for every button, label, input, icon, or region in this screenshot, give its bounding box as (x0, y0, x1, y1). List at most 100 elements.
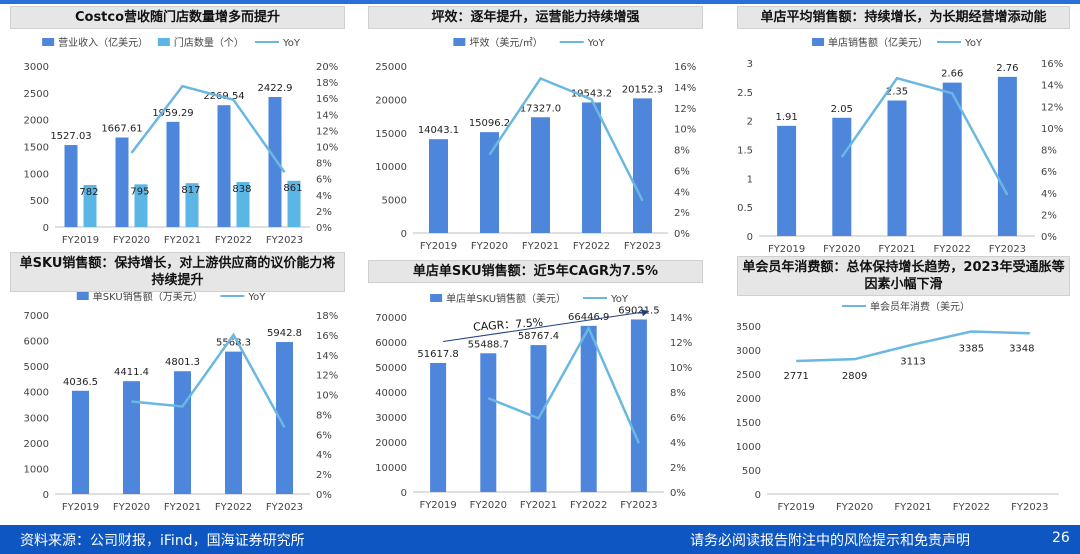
legend-label: YoY (610, 294, 629, 305)
bar (72, 390, 89, 494)
bar (582, 102, 601, 234)
y2-tick-label: 2% (316, 470, 332, 481)
yoy-line (131, 332, 286, 428)
y2-tick-label: 12% (670, 338, 692, 349)
x-tick-label: FY2023 (620, 500, 657, 511)
data-label: 5942.8 (267, 328, 302, 339)
panel-member-spend: 单会员年消费额：总体保持增长趋势，2023年受通胀等因素小幅下滑 0 500 100… (736, 252, 1070, 522)
x-tick-label: FY2023 (1011, 502, 1048, 513)
y2-tick-label: 2% (316, 207, 332, 218)
x-tick-label: FY2020 (113, 502, 150, 513)
y2-tick-label: 4% (674, 187, 690, 198)
y2-tick-label: 8% (670, 388, 686, 399)
y-tick-label: 25000 (375, 62, 407, 73)
bar (997, 76, 1017, 236)
legend-label: YoY (282, 38, 301, 49)
x-tick-label: FY2023 (989, 244, 1026, 252)
y-tick-label: 0.5 (737, 203, 753, 214)
data-label: 2.66 (941, 69, 963, 80)
x-tick-label: FY2021 (520, 500, 557, 511)
data-label: 58767.4 (518, 331, 559, 342)
y2-tick-label: 6% (316, 430, 332, 441)
y-tick-label: 1000 (24, 169, 49, 180)
x-tick-label: FY2019 (62, 502, 99, 513)
y-tick-label: 0 (755, 490, 761, 501)
data-label: 17327.0 (520, 103, 561, 114)
y2-tick-label: 2% (670, 463, 686, 474)
x-tick-label: FY2021 (164, 502, 201, 513)
chart-revenue-stores: 0 500 1000 1500 2000 2500 3000 0% 2% 4% 6% 8% 10% 12%… (24, 36, 339, 246)
y-tick-label: 3000 (24, 62, 49, 73)
y-tick-label: 2000 (24, 439, 49, 450)
bar (480, 353, 497, 492)
chart-title: 单SKU销售额：保持增长，对上游供应商的议价能力将持续提升 (10, 252, 345, 292)
y-tick-label: 0 (43, 223, 49, 234)
legend-label: 单SKU销售额（万美元） (93, 290, 203, 303)
y-tick-label: 15000 (375, 129, 407, 140)
data-label: 19543.2 (571, 88, 612, 99)
legend-bar-marker (157, 38, 170, 46)
y-tick-label: 40000 (375, 388, 407, 399)
bar (942, 82, 962, 237)
data-label: 2.76 (996, 63, 1018, 74)
y-tick-label: 60000 (375, 338, 407, 349)
y2-tick-label: 10% (674, 125, 696, 136)
bar (633, 98, 652, 234)
y2-tick-label: 16% (674, 62, 696, 73)
x-tick-label: FY2022 (215, 235, 252, 246)
yoy-line (488, 76, 644, 202)
chart-sales-per-store: 0 0.5 1 1.5 2 2.5 3 0% 2% 4% 6% 8% 10% 12% 14% 16% FY201… (737, 36, 1063, 255)
bar (64, 145, 78, 227)
y2-tick-label: 4% (316, 191, 332, 202)
y2-tick-label: 10% (316, 143, 338, 154)
x-tick-label: FY2020 (113, 235, 150, 246)
x-tick-label: FY2023 (266, 235, 303, 246)
y-tick-label: 2000 (737, 394, 761, 405)
yoy-line (796, 330, 1030, 363)
y-tick-label: 5000 (24, 362, 49, 373)
data-label: 20152.3 (622, 84, 663, 95)
y2-tick-label: 0% (316, 223, 332, 234)
bar (531, 117, 550, 233)
disclaimer-note: 请务必阅读报告附注中的风险提示和免责声明 (690, 533, 970, 549)
bar (123, 381, 140, 494)
data-label: 4036.5 (63, 377, 98, 388)
bar (777, 125, 797, 236)
data-label: 861 (283, 183, 302, 194)
x-tick-label: FY2021 (878, 244, 915, 252)
y-tick-label: 0 (401, 229, 407, 240)
legend-bar-marker (453, 38, 466, 46)
legend-label: 单店单SKU销售额（美元） (446, 292, 566, 305)
y2-tick-label: 6% (674, 166, 690, 177)
data-label: 55488.7 (468, 339, 509, 350)
y2-tick-label: 4% (316, 450, 332, 461)
cagr-arrow-head (640, 309, 649, 317)
y2-tick-label: 6% (1041, 167, 1057, 178)
y-tick-label: 1 (747, 174, 753, 185)
legend-label: 单会员年消费（美元） (870, 300, 970, 313)
y-tick-label: 7000 (24, 311, 49, 322)
data-label: 3348 (1009, 343, 1034, 354)
data-label: 51617.8 (417, 349, 458, 360)
x-tick-label: FY2022 (215, 502, 252, 513)
bar (580, 325, 597, 492)
y2-tick-label: 4% (1041, 189, 1057, 200)
y-tick-label: 1500 (737, 418, 761, 429)
data-label: 14043.1 (418, 125, 459, 136)
x-tick-label: FY2020 (471, 241, 508, 252)
y-tick-label: 50000 (375, 363, 407, 374)
y2-tick-label: 8% (674, 146, 690, 157)
y-tick-label: 1500 (24, 143, 49, 154)
panel-store-sku-sales: 单店单SKU销售额：近5年CAGR为7.5% 0 10000 20000 30000 4… (368, 252, 703, 522)
x-tick-label: FY2022 (934, 244, 971, 252)
y-tick-label: 3000 (737, 346, 761, 357)
x-tick-label: FY2022 (570, 500, 607, 511)
bar (225, 351, 242, 494)
y2-tick-label: 12% (316, 371, 338, 382)
bar (83, 185, 97, 227)
y-tick-label: 2 (747, 117, 753, 128)
bar (480, 132, 499, 233)
y2-tick-label: 2% (674, 208, 690, 219)
y-tick-label: 5000 (382, 196, 407, 207)
bar (630, 319, 647, 492)
